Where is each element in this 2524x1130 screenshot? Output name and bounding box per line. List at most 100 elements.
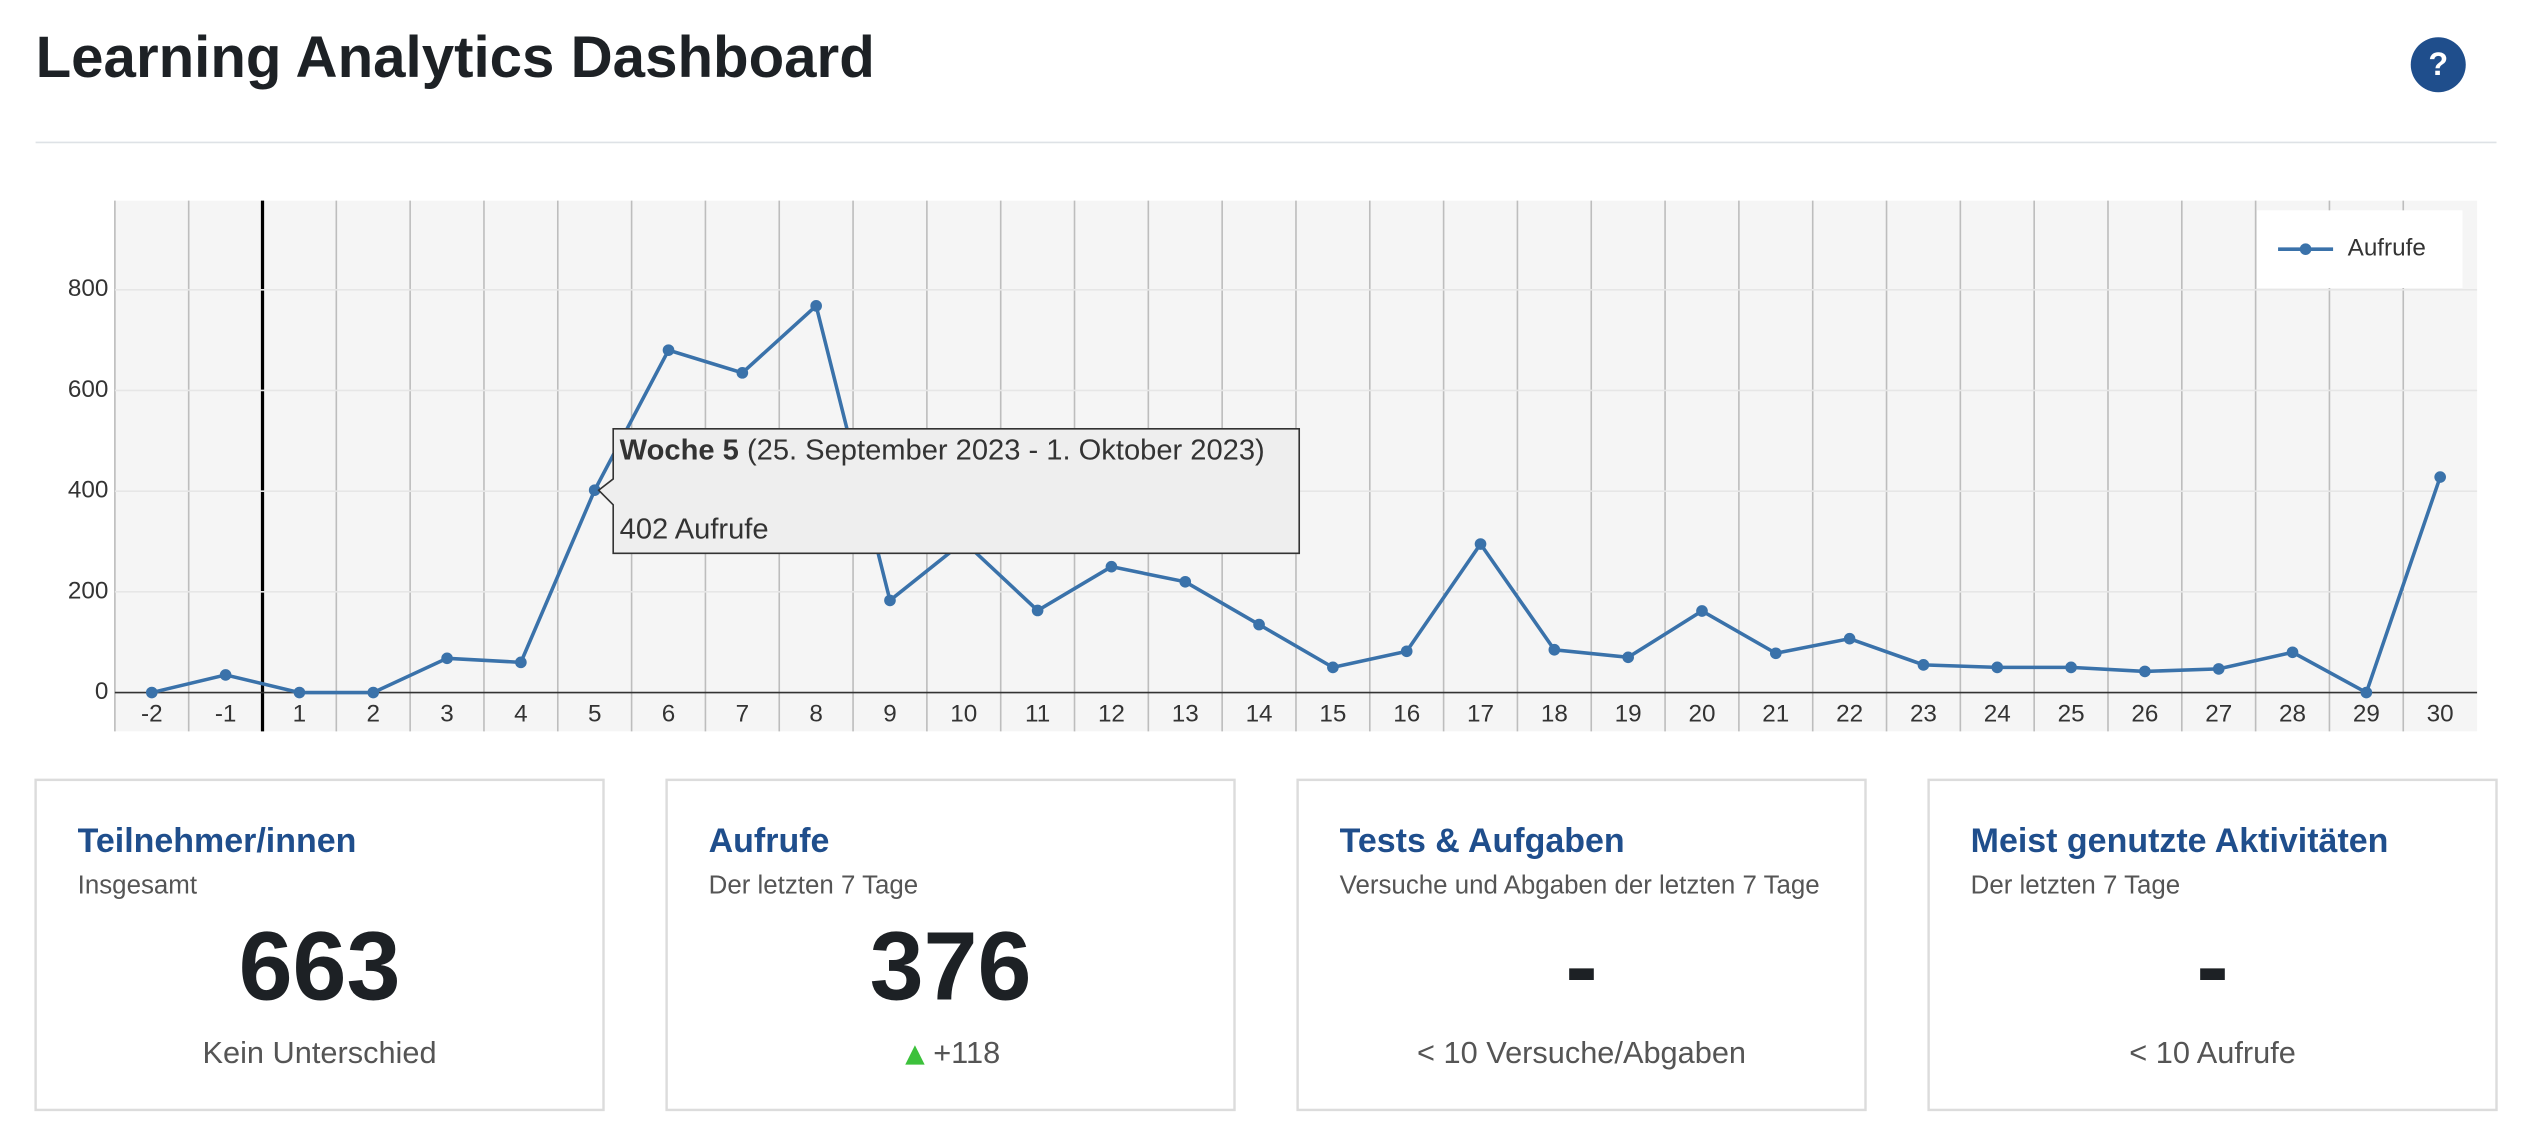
card-title[interactable]: Tests & Aufgaben bbox=[1340, 822, 1625, 860]
data-point[interactable] bbox=[2139, 665, 2151, 678]
x-tick-label: 21 bbox=[1762, 701, 1789, 728]
x-tick-label: 27 bbox=[2205, 701, 2232, 728]
card-footer: < 10 Aufrufe bbox=[2129, 1035, 2296, 1070]
y-tick-label: 200 bbox=[68, 577, 108, 604]
data-point[interactable] bbox=[1843, 632, 1856, 645]
card-subtitle: Der letzten 7 Tage bbox=[1971, 871, 2181, 899]
data-point[interactable] bbox=[1696, 605, 1708, 617]
card-box bbox=[1927, 778, 2498, 1112]
x-tick-label: 30 bbox=[2427, 701, 2454, 728]
data-point[interactable] bbox=[588, 484, 601, 496]
card-subtitle: Versuche und Abgaben der letzten 7 Tage bbox=[1340, 871, 1820, 899]
card-title[interactable]: Aufrufe bbox=[709, 822, 830, 860]
card-value: - bbox=[1565, 912, 1597, 1021]
x-tick-label: 22 bbox=[1836, 701, 1863, 728]
data-point[interactable] bbox=[367, 686, 380, 699]
x-tick-label: 14 bbox=[1246, 701, 1273, 728]
x-tick-label: 24 bbox=[1984, 701, 2011, 728]
tooltip-box bbox=[597, 427, 1301, 555]
stat-card: Teilnehmer/innen Insgesamt 663 Kein Untersc… bbox=[34, 778, 605, 1112]
data-point[interactable] bbox=[293, 686, 306, 699]
card-box bbox=[1296, 778, 1867, 1112]
help-icon[interactable]: ? bbox=[2428, 46, 2448, 82]
card-subtitle: Der letzten 7 Tage bbox=[709, 871, 919, 899]
x-tick-label: 8 bbox=[809, 701, 823, 728]
tooltip-range: (25. September 2023 - 1. Oktober 2023) bbox=[747, 434, 1265, 466]
stat-card: Tests & Aufgaben Versuche und Abgaben der… bbox=[1296, 778, 1867, 1112]
data-point[interactable] bbox=[1327, 661, 1339, 674]
data-point[interactable] bbox=[219, 669, 232, 681]
x-tick-label: 11 bbox=[1025, 701, 1050, 728]
data-point[interactable] bbox=[662, 344, 675, 357]
x-tick-label: 26 bbox=[2131, 701, 2158, 728]
data-point[interactable] bbox=[515, 656, 527, 669]
tooltip-heading: Woche 5 (25. September 2023 - 1. Oktober… bbox=[620, 434, 1265, 466]
data-point[interactable] bbox=[145, 686, 158, 699]
x-tick-label: 4 bbox=[514, 701, 528, 728]
x-tick-label: 20 bbox=[1688, 701, 1715, 728]
card-subtitle: Insgesamt bbox=[78, 871, 197, 899]
data-point[interactable] bbox=[2434, 471, 2446, 483]
data-point[interactable] bbox=[2360, 686, 2373, 699]
x-tick-label: 19 bbox=[1615, 701, 1642, 728]
x-tick-label: -2 bbox=[141, 701, 163, 728]
stat-card: Aufrufe Der letzten 7 Tage 376 +118 bbox=[665, 778, 1236, 1112]
cards: Teilnehmer/innen Insgesamt 663 Kein Untersc… bbox=[34, 778, 2498, 1112]
card-footer: +118 bbox=[933, 1035, 1000, 1070]
x-tick-label: 15 bbox=[1319, 701, 1346, 728]
x-tick-label: 25 bbox=[2058, 701, 2085, 728]
x-tick-label: 10 bbox=[950, 701, 977, 728]
data-point[interactable] bbox=[2286, 646, 2299, 659]
data-point[interactable] bbox=[441, 652, 453, 665]
tooltip-title: Woche 5 bbox=[620, 434, 739, 466]
data-point[interactable] bbox=[810, 300, 822, 312]
x-tick-label: 1 bbox=[293, 701, 307, 728]
help-button[interactable] bbox=[2410, 37, 2466, 93]
card-value: 376 bbox=[870, 912, 1032, 1021]
data-point[interactable] bbox=[1548, 643, 1561, 656]
tooltip-value: 402 Aufrufe bbox=[620, 513, 769, 545]
data-point[interactable] bbox=[884, 594, 896, 607]
x-tick-label: 18 bbox=[1541, 701, 1568, 728]
series-line bbox=[151, 302, 2442, 696]
data-point[interactable] bbox=[1031, 604, 1044, 617]
x-tick-label: 3 bbox=[440, 701, 454, 728]
y-tick-label: 800 bbox=[68, 275, 108, 302]
card-box bbox=[34, 778, 605, 1112]
data-point[interactable] bbox=[1105, 560, 1118, 573]
x-tick-label: -1 bbox=[215, 701, 237, 728]
legend-label[interactable]: Aufrufe bbox=[2348, 235, 2426, 262]
card-footer: Kein Unterschied bbox=[203, 1035, 437, 1070]
card-title[interactable]: Teilnehmer/innen bbox=[78, 822, 357, 860]
data-point[interactable] bbox=[1400, 645, 1413, 658]
card-value: - bbox=[2196, 912, 2228, 1021]
data-point[interactable] bbox=[1179, 575, 1192, 588]
card-value: 663 bbox=[239, 912, 401, 1021]
data-point[interactable] bbox=[2212, 663, 2225, 675]
card-box bbox=[665, 778, 1236, 1112]
tooltip: Woche 5 (25. September 2023 - 1. Oktober… bbox=[597, 427, 1301, 555]
data-point[interactable] bbox=[736, 367, 749, 379]
y-tick-label: 0 bbox=[95, 678, 109, 705]
x-tick-label: 12 bbox=[1098, 701, 1125, 728]
x-tick-label: 23 bbox=[1910, 701, 1937, 728]
x-tick-label: 7 bbox=[736, 701, 750, 728]
y-tick-label: 600 bbox=[68, 376, 108, 403]
data-point[interactable] bbox=[1917, 659, 1930, 671]
data-point[interactable] bbox=[1769, 647, 1782, 660]
x-tick-label: 6 bbox=[662, 701, 676, 728]
page-title: Learning Analytics Dashboard bbox=[36, 25, 875, 90]
y-tick-label: 400 bbox=[68, 477, 108, 504]
data-point[interactable] bbox=[1474, 538, 1487, 550]
data-point[interactable] bbox=[2065, 661, 2077, 674]
x-tick-label: 13 bbox=[1172, 701, 1199, 728]
data-point[interactable] bbox=[1622, 651, 1634, 664]
trend-up-icon bbox=[905, 1045, 925, 1065]
card-title[interactable]: Meist genutzte Aktivitäten bbox=[1971, 822, 2389, 860]
card-footer: < 10 Versuche/Abgaben bbox=[1417, 1035, 1746, 1070]
data-point[interactable] bbox=[1991, 661, 2004, 674]
x-tick-label: 9 bbox=[883, 701, 896, 728]
data-point[interactable] bbox=[1253, 618, 1265, 631]
